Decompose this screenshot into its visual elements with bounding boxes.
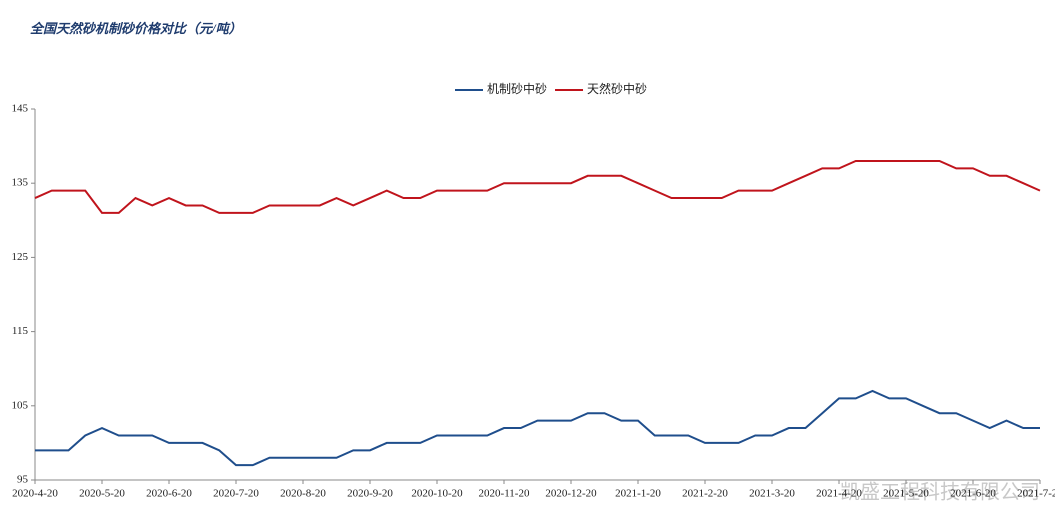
series-line	[35, 389, 1040, 467]
x-tick-label: 2020-7-20	[213, 488, 259, 500]
x-tick-label: 2021-4-20	[816, 488, 862, 500]
x-tick-label: 2021-5-20	[883, 488, 929, 500]
x-tick-label: 2020-4-20	[12, 488, 58, 500]
y-tick-label: 145	[12, 103, 29, 115]
x-tick-label: 2020-6-20	[146, 488, 192, 500]
watermark: 凯盛工程科技有限公司	[840, 481, 1040, 504]
y-tick-label: 95	[17, 474, 29, 486]
x-tick-label: 2021-7-20	[1017, 488, 1055, 500]
x-tick-label: 2021-1-20	[615, 488, 661, 500]
legend-label: 天然砂中砂	[587, 81, 647, 96]
x-tick-label: 2020-12-20	[545, 488, 597, 500]
x-tick-label: 2020-10-20	[411, 488, 463, 500]
x-tick-label: 2020-5-20	[79, 488, 125, 500]
y-tick-label: 135	[12, 177, 29, 189]
series-line	[34, 159, 1041, 214]
x-tick-label: 2020-11-20	[479, 488, 530, 500]
x-tick-label: 2020-9-20	[347, 488, 393, 500]
x-tick-label: 2021-6-20	[950, 488, 996, 500]
x-tick-label: 2021-3-20	[749, 488, 795, 500]
x-tick-label: 2021-2-20	[682, 488, 728, 500]
x-tick-label: 2020-8-20	[280, 488, 326, 500]
chart-title: 全国天然砂机制砂价格对比（元/吨）	[30, 21, 242, 36]
legend-label: 机制砂中砂	[487, 81, 547, 96]
y-tick-label: 125	[12, 251, 29, 263]
y-tick-label: 105	[12, 399, 29, 411]
y-tick-label: 115	[12, 325, 29, 337]
